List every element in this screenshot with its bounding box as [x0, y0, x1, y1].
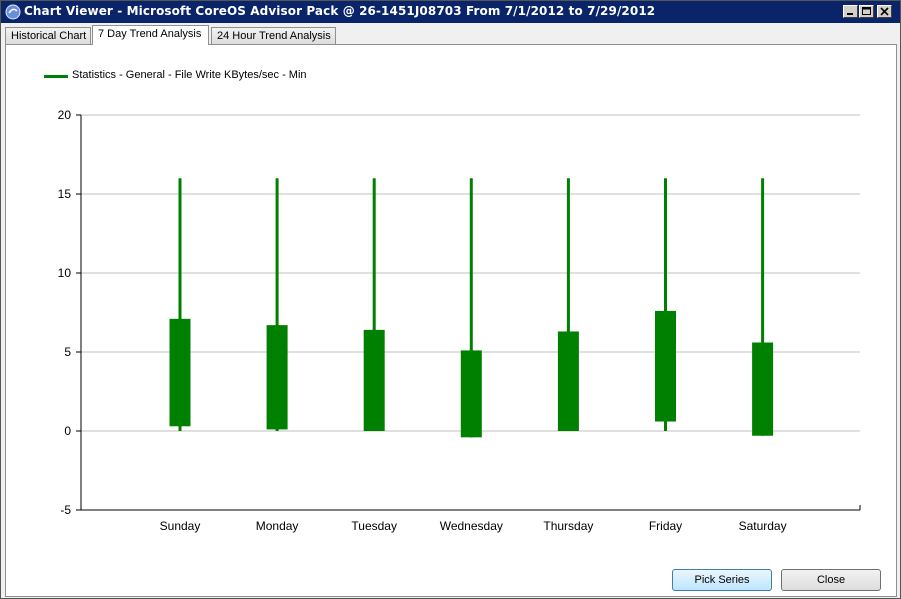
- title-bar[interactable]: Chart Viewer - Microsoft CoreOS Advisor …: [1, 1, 900, 23]
- candlestick-chart: -5 0 5 10 15 20 Sunday Monday Tuesday Wednesday Th…: [58, 108, 861, 533]
- tab-historical-chart[interactable]: Historical Chart: [5, 27, 91, 44]
- x-tick-label-saturday: Saturday: [739, 519, 787, 533]
- y-tick-label: 5: [64, 345, 71, 359]
- minimize-icon: [847, 13, 853, 15]
- legend-swatch: [44, 75, 68, 78]
- close-button[interactable]: Close: [781, 569, 881, 591]
- candle-box-tuesday: [363, 329, 385, 431]
- candle-box-wednesday: [460, 350, 482, 438]
- legend-label: Statistics - General - File Write KBytes…: [72, 69, 307, 81]
- y-tick-label: 10: [58, 266, 72, 280]
- x-tick-label-thursday: Thursday: [543, 519, 593, 533]
- chart-panel: Statistics - General - File Write KBytes…: [5, 44, 897, 597]
- maximize-icon: [862, 7, 871, 15]
- x-tick-label-tuesday: Tuesday: [351, 519, 397, 533]
- x-tick-label-wednesday: Wednesday: [440, 519, 503, 533]
- window-title: Chart Viewer - Microsoft CoreOS Advisor …: [24, 4, 656, 18]
- y-tick-label: 0: [64, 424, 71, 438]
- x-tick-label-sunday: Sunday: [160, 519, 201, 533]
- candle-box-saturday: [752, 342, 774, 436]
- y-tick-label: 20: [58, 108, 72, 122]
- candle-box-thursday: [557, 331, 579, 431]
- candle-box-friday: [655, 310, 676, 422]
- close-icon: [880, 7, 889, 16]
- candle-box-monday: [266, 325, 288, 430]
- pick-series-button[interactable]: Pick Series: [672, 569, 772, 591]
- minimize-button[interactable]: [843, 5, 858, 18]
- candle-box-sunday: [169, 318, 191, 427]
- y-tick-label: -5: [60, 503, 71, 517]
- maximize-button[interactable]: [859, 5, 874, 18]
- x-tick-label-friday: Friday: [649, 519, 682, 533]
- tab-7-day-trend-analysis[interactable]: 7 Day Trend Analysis: [92, 25, 209, 45]
- x-tick-label-monday: Monday: [256, 519, 299, 533]
- app-icon: [5, 4, 21, 20]
- y-tick-label: 15: [58, 187, 72, 201]
- close-window-button[interactable]: [877, 5, 892, 18]
- tab-24-hour-trend-analysis[interactable]: 24 Hour Trend Analysis: [211, 27, 336, 44]
